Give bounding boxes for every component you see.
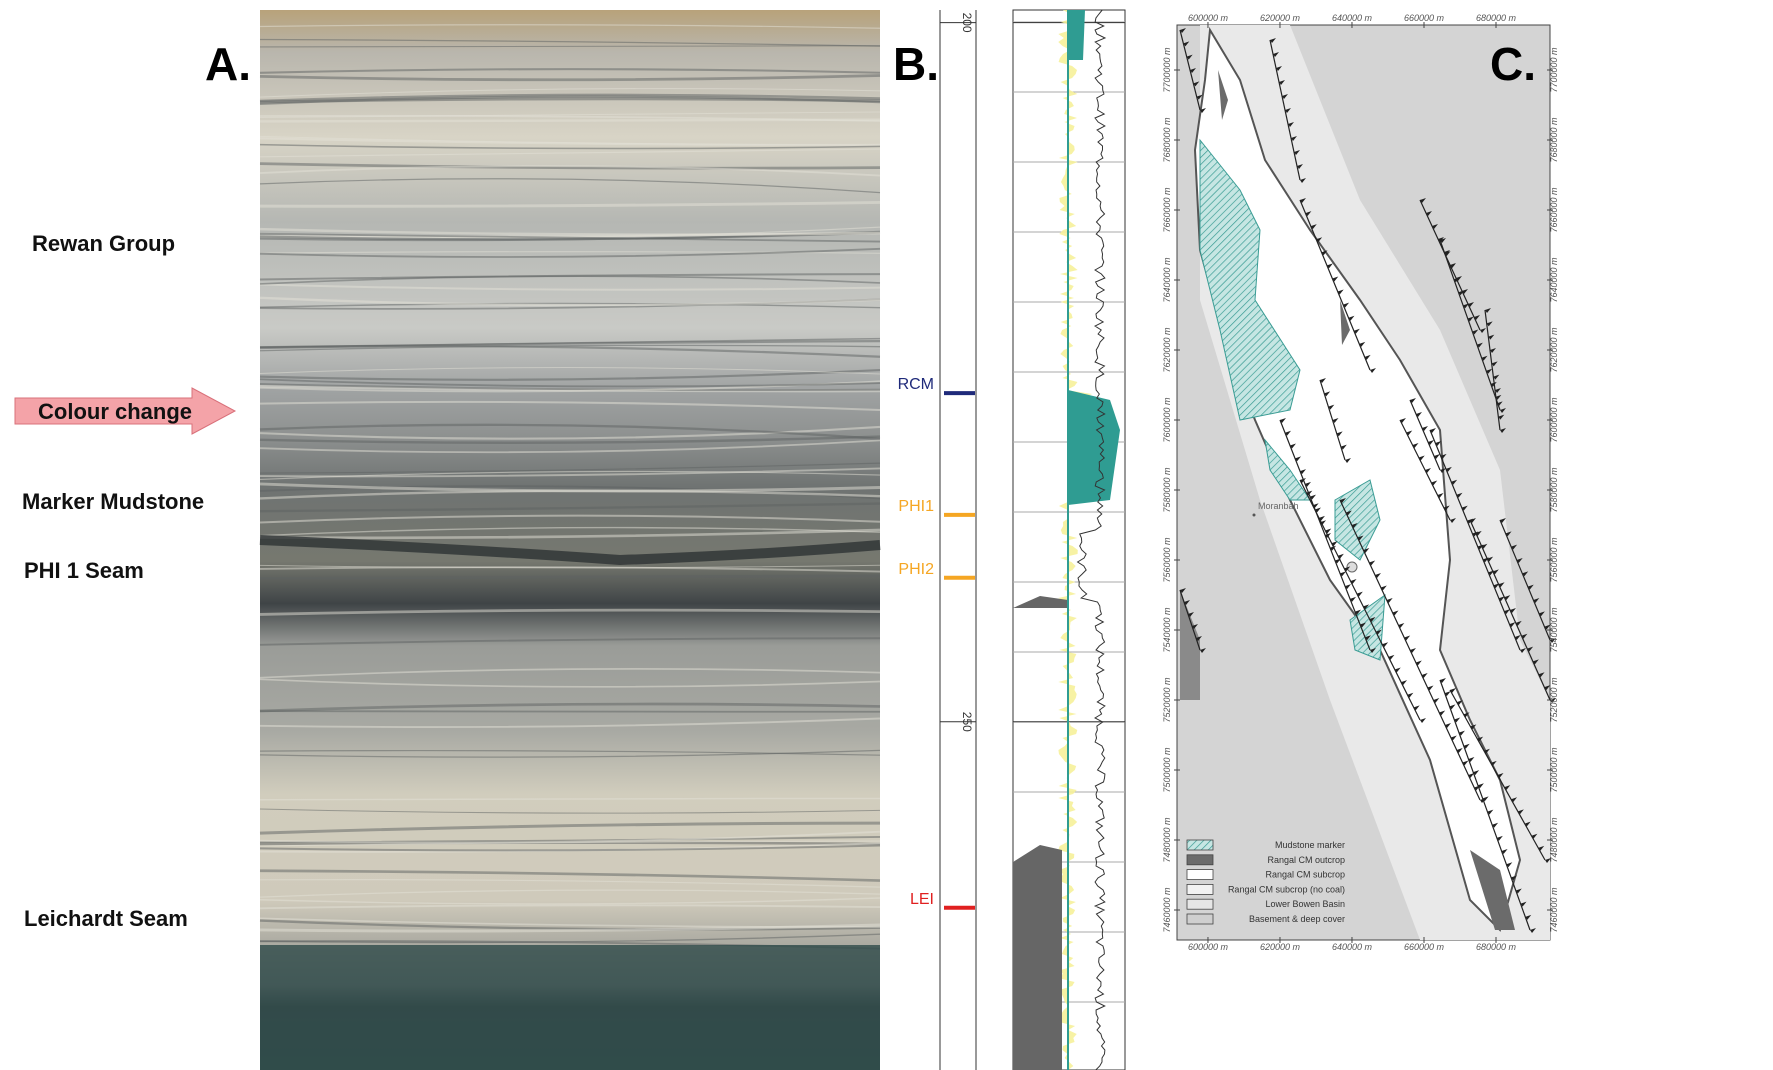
map-y-tick-label: 7600000 m [1162, 397, 1172, 443]
legend-swatch [1187, 914, 1213, 924]
marker-label: RCM [898, 376, 934, 393]
map-y-tick-label: 7700000 m [1162, 47, 1172, 93]
map-y-tick-label: 7660000 m [1162, 187, 1172, 233]
map-y-tick-label: 7620000 m [1549, 327, 1559, 373]
town-label: Moranbah [1258, 501, 1299, 511]
map-x-tick-label: 600000 m [1188, 942, 1229, 952]
photo-label: Leichardt Seam [24, 906, 188, 931]
legend-label: Mudstone marker [1275, 840, 1345, 850]
legend-swatch [1187, 884, 1213, 894]
map-y-tick-label: 7480000 m [1549, 817, 1559, 863]
map-y-tick-label: 7500000 m [1162, 747, 1172, 793]
map-y-tick-label: 7500000 m [1549, 747, 1559, 793]
panel-label: B. [893, 38, 939, 90]
map-y-tick-label: 7540000 m [1162, 607, 1172, 653]
map-x-tick-label: 620000 m [1260, 13, 1301, 23]
legend-label: Rangal CM subcrop (no coal) [1228, 884, 1345, 894]
map-y-tick-label: 7540000 m [1549, 607, 1559, 653]
depth-tick-label: 250 [960, 712, 974, 732]
legend-label: Lower Bowen Basin [1265, 899, 1345, 909]
map-y-tick-label: 7520000 m [1162, 677, 1172, 723]
legend-label: Rangal CM outcrop [1267, 855, 1345, 865]
map-y-tick-label: 7460000 m [1162, 887, 1172, 933]
map-x-tick-label: 600000 m [1188, 13, 1229, 23]
map-y-tick-label: 7560000 m [1162, 537, 1172, 583]
map-y-tick-label: 7700000 m [1549, 47, 1559, 93]
panel-label: A. [205, 38, 251, 90]
photo-label: PHI 1 Seam [24, 558, 144, 583]
marker-label: PHI1 [898, 498, 934, 515]
map: Moranbah 600000 m 600000 m 620000 m 620000 … [1162, 13, 1559, 952]
bedding [260, 711, 880, 712]
map-x-tick-label: 680000 m [1476, 13, 1517, 23]
map-y-tick-label: 7680000 m [1162, 117, 1172, 163]
legend-label: Rangal CM subcrop [1265, 870, 1345, 880]
map-y-tick-label: 7620000 m [1162, 327, 1172, 373]
map-x-tick-label: 640000 m [1332, 942, 1373, 952]
figure: A. Rewan Group Colour change Marker Muds… [0, 0, 1773, 1070]
legend-swatch [1187, 870, 1213, 880]
map-y-tick-label: 7640000 m [1162, 257, 1172, 303]
map-y-tick-label: 7640000 m [1549, 257, 1559, 303]
photo-label: Rewan Group [32, 231, 175, 256]
map-x-tick-label: 660000 m [1404, 13, 1445, 23]
marker-label: PHI2 [898, 561, 934, 578]
map-y-tick-label: 7680000 m [1549, 117, 1559, 163]
map-y-tick-label: 7520000 m [1549, 677, 1559, 723]
legend-swatch [1187, 855, 1213, 865]
map-x-tick-label: 660000 m [1404, 942, 1445, 952]
map-x-tick-label: 640000 m [1332, 13, 1373, 23]
legend-swatch [1187, 899, 1213, 909]
marker-label: LEI [910, 891, 934, 908]
legend-swatch [1187, 840, 1213, 850]
legend-label: Basement & deep cover [1249, 914, 1345, 924]
map-x-tick-label: 680000 m [1476, 942, 1517, 952]
map-y-tick-label: 7600000 m [1549, 397, 1559, 443]
panel-label: C. [1490, 38, 1536, 90]
map-y-tick-label: 7580000 m [1162, 467, 1172, 513]
map-y-tick-label: 7560000 m [1549, 537, 1559, 583]
map-y-tick-label: 7480000 m [1162, 817, 1172, 863]
town-marker [1253, 514, 1256, 517]
map-y-tick-label: 7580000 m [1549, 467, 1559, 513]
water [260, 945, 880, 1070]
map-x-tick-label: 620000 m [1260, 942, 1301, 952]
photo-label: Marker Mudstone [22, 489, 204, 514]
map-y-tick-label: 7460000 m [1549, 887, 1559, 933]
depth-tick-label: 200 [960, 13, 974, 33]
map-y-tick-label: 7660000 m [1549, 187, 1559, 233]
photo-label: Colour change [38, 399, 192, 424]
